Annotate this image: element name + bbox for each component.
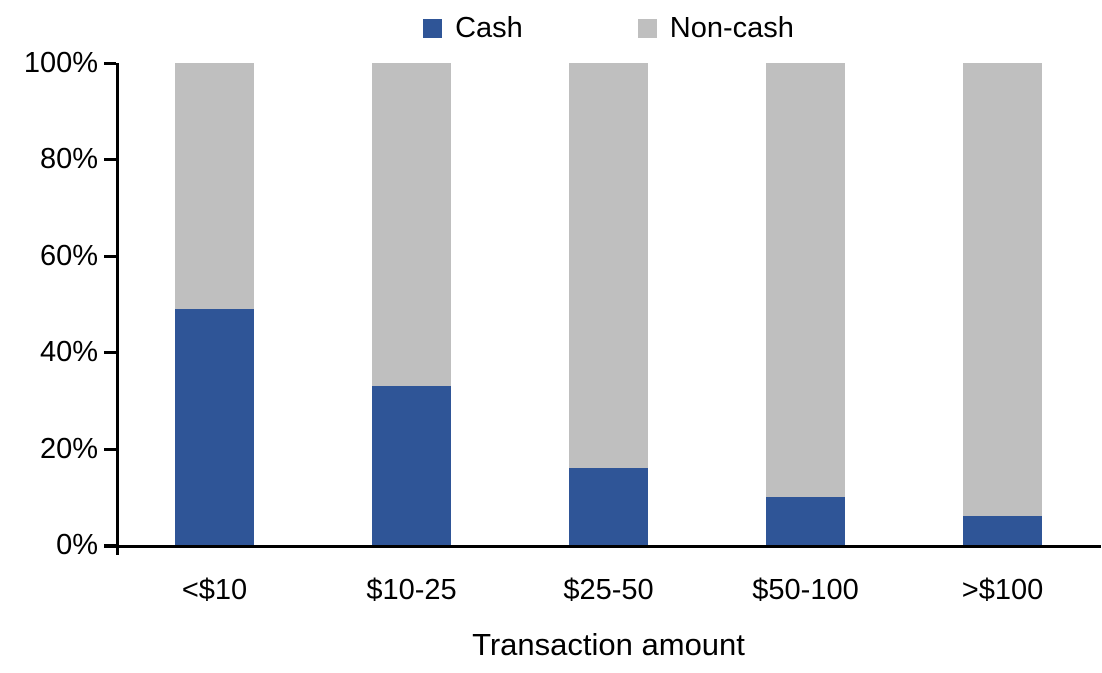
x-tick-label-4: >$100 [961,574,1044,606]
x-tick-label-3: $50-100 [752,574,859,606]
legend: Cash Non-cash [116,6,1101,50]
y-axis-tick-labels: 0% 20% 40% 60% 80% 100% [0,47,98,561]
bar-segment-cash [963,516,1042,545]
legend-swatch-cash [423,18,443,38]
y-tick-label-40: 40% [39,336,98,369]
stacked-bar-3 [766,63,845,545]
y-tick-mark [104,544,116,547]
legend-label-non-cash: Non-cash [669,12,794,44]
bar-segment-cash [175,308,254,545]
bar-columns [116,63,1101,545]
y-axis-line [116,63,119,555]
bar-segment-cash [569,467,648,545]
stacked-bar-2 [569,63,648,545]
y-tick-label-100: 100% [23,47,98,79]
bar-segment-noncash [175,63,254,309]
plot-area [116,63,1101,545]
stacked-bar-1 [372,63,451,545]
x-axis-category-labels: <$10 $10-25 $25-50 $50-100 >$100 [116,573,1101,607]
y-tick-mark [104,351,116,355]
x-tick-label-1: $10-25 [366,574,457,606]
bar-column-0 [116,63,313,545]
legend-item-non-cash: Non-cash [637,12,794,44]
x-tick-label-0: <$10 [181,574,248,606]
bar-column-2 [510,63,707,545]
bar-segment-cash [766,496,845,545]
x-axis-line [104,545,1101,548]
x-tick-label-2: $25-50 [563,574,654,606]
bar-segment-noncash [766,63,845,497]
y-tick-mark [104,158,116,162]
bar-segment-cash [372,385,451,545]
y-tick-label-80: 80% [39,143,98,176]
stacked-bar-4 [963,63,1042,545]
bar-column-4 [904,63,1101,545]
bar-segment-noncash [569,63,648,468]
y-tick-label-0: 0% [56,529,98,561]
y-tick-mark [104,62,116,65]
y-tick-label-20: 20% [39,432,98,465]
bar-column-1 [313,63,510,545]
stacked-bar-0 [175,63,254,545]
bar-segment-noncash [963,63,1042,517]
y-tick-label-60: 60% [39,239,98,272]
bar-column-3 [707,63,904,545]
legend-item-cash: Cash [423,12,523,44]
legend-swatch-non-cash [637,18,657,38]
y-tick-mark [104,254,116,258]
legend-label-cash: Cash [455,12,523,44]
x-axis-title: Transaction amount [472,627,745,662]
y-tick-mark [104,447,116,451]
bar-segment-noncash [372,63,451,386]
